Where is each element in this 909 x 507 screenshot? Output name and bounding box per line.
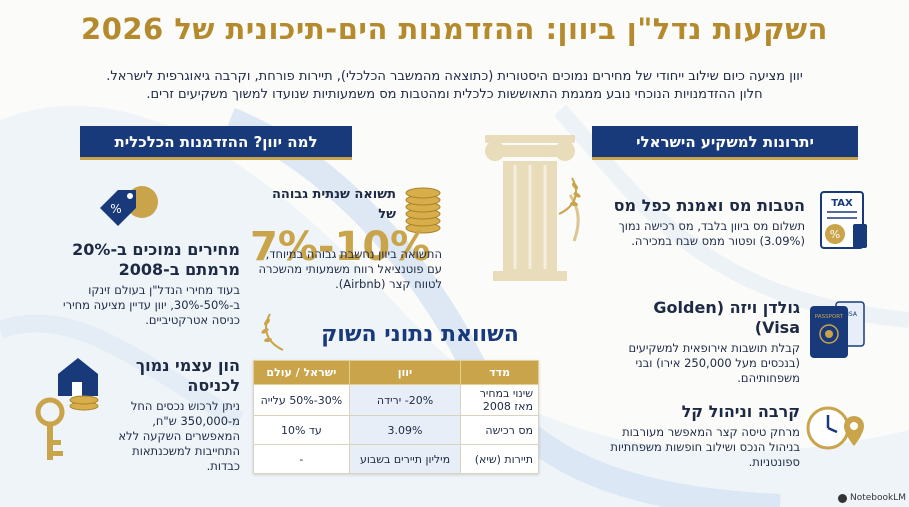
passport-icon: VISA PASSPORT xyxy=(810,301,865,358)
advantage-proximity: קרבה וניהול קל מרחק טיסה קצר המאפשר מעור… xyxy=(605,402,800,470)
advantage-golden-visa-text: קבלת תושבות אירופאית למשקיעים (בנכסים מע… xyxy=(628,341,800,385)
footer-branding: NotebookLM xyxy=(838,493,906,503)
returns-description: התשואה ביוון נחשבת גבוהה במיוחד, עם פוטנ… xyxy=(252,244,442,292)
opportunity-prices: מחירים נמוכים ב-20% מרמתם ב-2008 בעוד מח… xyxy=(40,240,240,328)
advantage-golden-visa: גולדן ויזה (Golden Visa) קבלת תושבות איר… xyxy=(605,298,800,386)
footer-label: NotebookLM xyxy=(850,493,907,503)
subtitle-line-2: חלון ההזדמנויות הנוכחי נובע ממגמת התאושש… xyxy=(146,87,763,102)
notebooklm-logo-icon xyxy=(838,493,847,503)
visa-icon-label: VISA xyxy=(843,311,858,318)
advantage-proximity-text: מרחק טיסה קצר המאפשר מעורבות בניהול הנכס… xyxy=(610,425,800,469)
row-metric: מס רכישה xyxy=(460,415,539,445)
house-key-icon xyxy=(35,358,99,460)
page-title: השקעות נדל"ן ביוון: ההזדמנות הים-תיכונית… xyxy=(81,12,828,46)
table-row: שינוי במחיר מאז 2008 20%- ירידה 30%-50% … xyxy=(253,384,539,416)
returns-heading: תשואה שנתית גבוהה של xyxy=(271,187,396,222)
advantage-proximity-title: קרבה וניהול קל xyxy=(681,402,800,421)
greek-column-icon xyxy=(485,135,580,281)
advantage-tax-title: הטבות מס ואמנת כפל מס xyxy=(613,196,805,215)
row-israel-value: 30%-50% עלייה xyxy=(253,384,350,416)
advantage-tax-text: תשלום מס ביוון בלבד, מס רכישה נמוך (3.09… xyxy=(618,219,805,248)
row-israel-value: - xyxy=(253,444,350,474)
opportunity-equity: הון עצמי נמוך לכניסה ניתן לרכוש נכסים הח… xyxy=(100,356,240,474)
tax-document-icon: TAX % xyxy=(820,191,867,249)
advantage-golden-visa-title: גולדן ויזה (Golden Visa) xyxy=(653,298,800,337)
row-metric: שינוי במחיר מאז 2008 xyxy=(460,384,539,416)
page-subtitle: יוון מציעה כיום שילוב ייחודי של מחירים נ… xyxy=(40,68,869,104)
coin-stack-icon xyxy=(405,187,441,234)
opportunity-prices-title: מחירים נמוכים ב-20% מרמתם ב-2008 xyxy=(72,240,240,279)
row-greece-value: 3.09% xyxy=(348,415,462,445)
price-tag-icon: % xyxy=(100,186,158,226)
tax-icon-label: TAX xyxy=(831,198,853,209)
table-row: תיירות (שיא) מיליון תיירים בשבוע - xyxy=(253,444,539,474)
comparison-title: השוואת נתוני השוק xyxy=(321,322,519,347)
laurel-left-icon xyxy=(261,313,284,351)
table-row: מס רכישה 3.09% עד 10% xyxy=(253,415,539,445)
opportunity-equity-title: הון עצמי נמוך לכניסה xyxy=(135,356,240,395)
row-israel-value: עד 10% xyxy=(253,415,350,445)
row-greece-value: 20%- ירידה xyxy=(348,384,462,416)
clock-location-icon xyxy=(806,406,864,450)
left-section-header: למה יוון? ההזדמנות הכלכלית xyxy=(80,126,352,160)
svg-text:%: % xyxy=(110,202,121,216)
comparison-table: מדד יוון ישראל / עולם שינוי במחיר מאז 20… xyxy=(253,360,539,474)
opportunity-prices-text: בעוד מחירי הנדל"ן בעולם זינקו ב-50%-30%,… xyxy=(63,283,240,327)
table-header-row: מדד יוון ישראל / עולם xyxy=(253,360,539,385)
advantage-tax: הטבות מס ואמנת כפל מס תשלום מס ביוון בלב… xyxy=(605,196,805,249)
subtitle-line-1: יוון מציעה כיום שילוב ייחודי של מחירים נ… xyxy=(106,69,803,84)
laurel-right-icon xyxy=(558,177,581,215)
row-metric: תיירות (שיא) xyxy=(460,444,539,474)
header-metric: מדד xyxy=(460,360,539,385)
returns-text: התשואה ביוון נחשבת גבוהה במיוחד, עם פוטנ… xyxy=(258,247,442,291)
header-israel: ישראל / עולם xyxy=(253,360,350,385)
opportunity-equity-text: ניתן לרכוש נכסים החל מ-350,000 ש"ח, המאפ… xyxy=(118,399,240,473)
passport-icon-label: PASSPORT xyxy=(815,314,844,320)
right-section-header: יתרונות למשקיע הישראלי xyxy=(592,126,858,160)
row-greece-value: מיליון תיירים בשבוע xyxy=(348,444,462,474)
svg-text:%: % xyxy=(830,228,840,241)
header-greece: יוון xyxy=(348,360,462,385)
